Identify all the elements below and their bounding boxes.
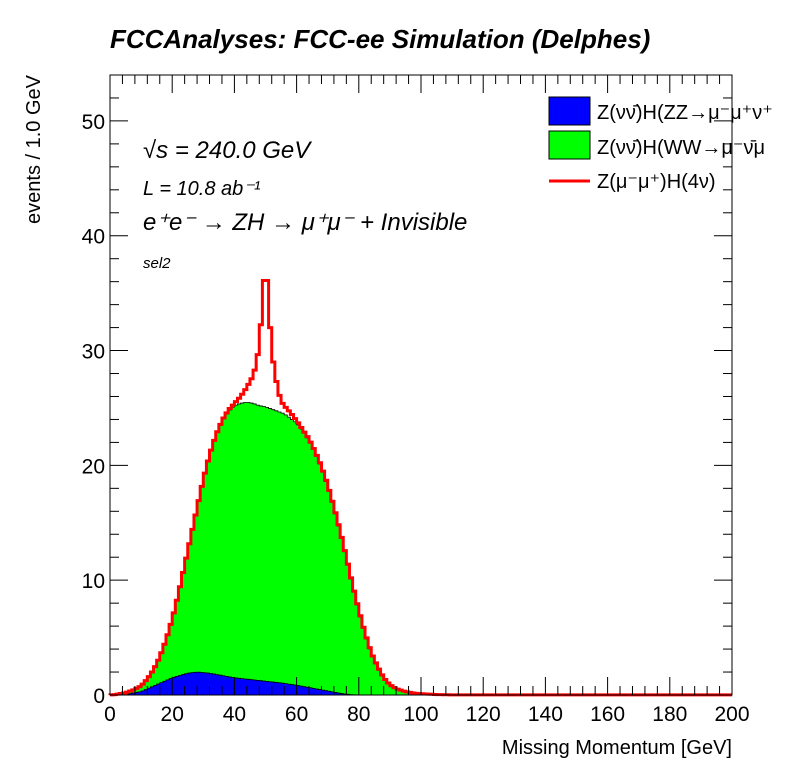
x-tick-label-200: 200 [714, 703, 749, 726]
x-tick-label-140: 140 [528, 703, 563, 726]
annotations: √s = 240.0 GeV L = 10.8 ab⁻¹ e⁺e⁻ → ZH →… [143, 137, 467, 272]
x-tick-label-100: 100 [403, 703, 438, 726]
annotation-sqrt-s: √s = 240.0 GeV [143, 137, 312, 164]
annotation-luminosity: L = 10.8 ab⁻¹ [143, 178, 261, 200]
legend-label-4nu: Z(μ⁻μ⁺)H(4ν) [597, 171, 716, 193]
chart-title: FCCAnalyses: FCC-ee Simulation (Delphes) [110, 24, 650, 54]
legend: Z(νν̄)H(ZZ→μ⁻μ⁺ν⁺ Z(νν̄)H(WW→μ⁻ν̄μ Z(μ⁻μ… [548, 96, 773, 193]
series-1-area [109, 402, 732, 696]
y-tick-label-20: 20 [82, 455, 105, 478]
x-tick-label-0: 0 [104, 703, 116, 726]
y-tick-label-0: 0 [93, 685, 105, 708]
x-tick-label-120: 120 [466, 703, 501, 726]
plot-area: 0 20 40 60 80 100 120 140 160 180 200 0 10 20 30 40 50 [82, 74, 750, 726]
legend-label-zz: Z(νν̄)H(ZZ→μ⁻μ⁺ν⁺ [597, 102, 773, 124]
x-axis: 0 20 40 60 80 100 120 140 160 180 200 [104, 75, 750, 726]
y-axis: 0 10 20 30 40 50 [82, 74, 732, 708]
legend-label-ww: Z(νν̄)H(WW→μ⁻ν̄μ [597, 137, 765, 159]
y-tick-label-10: 10 [82, 570, 105, 593]
y-tick-label-50: 50 [82, 111, 105, 134]
y-axis-title: events / 1.0 GeV [23, 74, 45, 224]
legend-swatch-zz [548, 96, 591, 126]
series-layer [108, 279, 732, 697]
x-tick-label-160: 160 [590, 703, 625, 726]
x-tick-label-40: 40 [223, 703, 246, 726]
y-tick-label-40: 40 [82, 226, 105, 249]
x-tick-label-60: 60 [285, 703, 308, 726]
y-tick-label-30: 30 [82, 341, 105, 364]
x-tick-label-80: 80 [347, 703, 370, 726]
annotation-process: e⁺e⁻ → ZH → μ⁺μ⁻ + Invisible [143, 209, 467, 236]
legend-swatch-ww [548, 130, 591, 160]
x-tick-label-180: 180 [652, 703, 687, 726]
x-axis-title: Missing Momentum [GeV] [502, 737, 732, 759]
x-tick-label-20: 20 [161, 703, 184, 726]
annotation-selection: sel2 [143, 255, 171, 272]
